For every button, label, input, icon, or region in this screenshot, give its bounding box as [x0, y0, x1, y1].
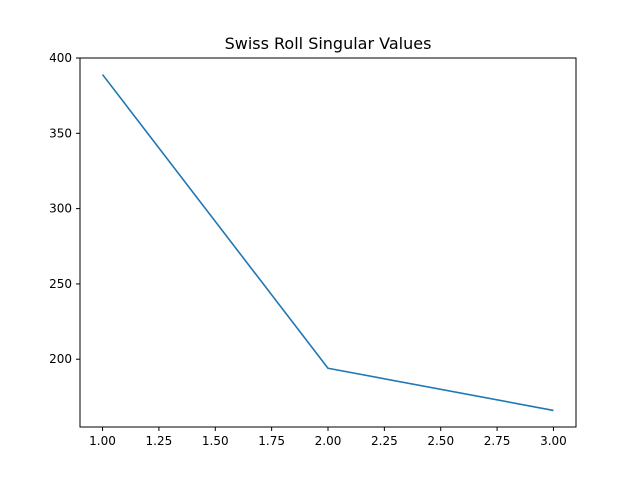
y-tick-label: 300: [49, 202, 72, 216]
y-tick-label: 400: [49, 51, 72, 65]
x-axis-ticks: 1.00 1.25 1.50 1.75 2.00 2.25 2.50 2.75 3.00: [89, 427, 567, 448]
series-line-0: [101, 74, 554, 412]
y-axis-ticks: 200 250 300 350 400: [49, 51, 80, 366]
x-tick-label: 1.00: [89, 434, 116, 448]
plot-area: [80, 58, 576, 427]
y-tick-label: 250: [49, 277, 72, 291]
x-tick-label: 1.25: [146, 434, 173, 448]
y-tick-label: 200: [49, 352, 72, 366]
x-tick-label: 1.75: [258, 434, 285, 448]
x-tick-label: 2.75: [484, 434, 511, 448]
axes-frame: [79, 57, 577, 428]
x-tick-label: 1.50: [202, 434, 229, 448]
y-tick-label: 350: [49, 126, 72, 140]
x-tick-label: 2.50: [427, 434, 454, 448]
x-tick-label: 2.00: [315, 434, 342, 448]
chart-title: Swiss Roll Singular Values: [225, 34, 432, 53]
series-layer: [101, 74, 554, 412]
x-tick-label: 3.00: [540, 434, 567, 448]
x-tick-label: 2.25: [371, 434, 398, 448]
